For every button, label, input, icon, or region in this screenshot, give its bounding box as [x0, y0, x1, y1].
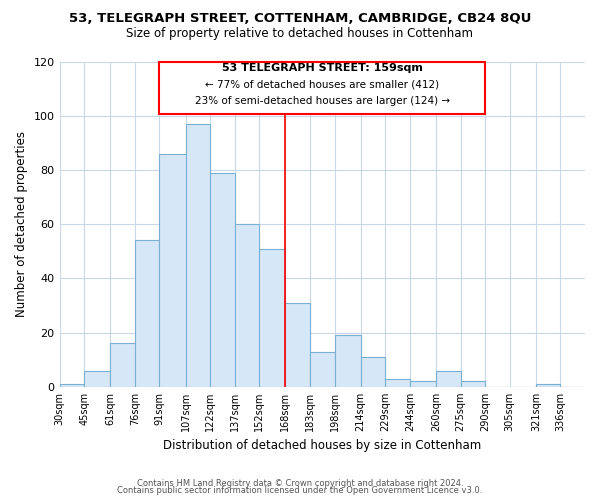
- Text: ← 77% of detached houses are smaller (412): ← 77% of detached houses are smaller (41…: [205, 80, 439, 90]
- Bar: [160, 154, 185, 387]
- Bar: [185, 124, 210, 387]
- Text: 53 TELEGRAPH STREET: 159sqm: 53 TELEGRAPH STREET: 159sqm: [222, 64, 423, 74]
- Bar: [110, 344, 135, 387]
- Text: Contains public sector information licensed under the Open Government Licence v3: Contains public sector information licen…: [118, 486, 482, 495]
- Bar: [235, 224, 259, 387]
- Bar: [410, 382, 436, 387]
- Bar: [135, 240, 160, 387]
- Bar: [361, 357, 385, 387]
- Bar: [160, 62, 485, 114]
- Text: 53, TELEGRAPH STREET, COTTENHAM, CAMBRIDGE, CB24 8QU: 53, TELEGRAPH STREET, COTTENHAM, CAMBRID…: [69, 12, 531, 26]
- Text: Size of property relative to detached houses in Cottenham: Size of property relative to detached ho…: [127, 28, 473, 40]
- Bar: [286, 303, 310, 387]
- Bar: [259, 248, 286, 387]
- Y-axis label: Number of detached properties: Number of detached properties: [15, 131, 28, 317]
- Bar: [436, 370, 461, 387]
- Bar: [335, 336, 361, 387]
- Bar: [385, 378, 410, 387]
- Bar: [59, 384, 84, 387]
- Text: Contains HM Land Registry data © Crown copyright and database right 2024.: Contains HM Land Registry data © Crown c…: [137, 478, 463, 488]
- X-axis label: Distribution of detached houses by size in Cottenham: Distribution of detached houses by size …: [163, 440, 481, 452]
- Bar: [310, 352, 335, 387]
- Text: 23% of semi-detached houses are larger (124) →: 23% of semi-detached houses are larger (…: [195, 96, 450, 106]
- Bar: [84, 370, 110, 387]
- Bar: [461, 382, 485, 387]
- Bar: [536, 384, 560, 387]
- Bar: [210, 172, 235, 387]
